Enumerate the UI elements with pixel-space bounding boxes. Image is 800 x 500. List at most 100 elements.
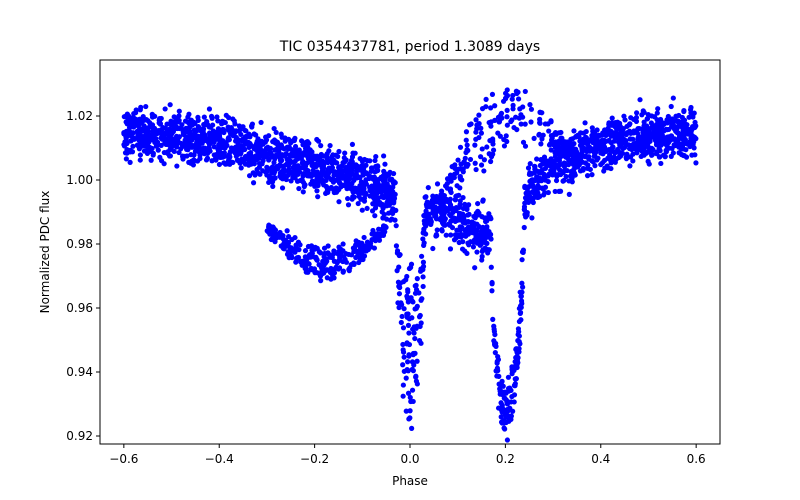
data-point (490, 136, 496, 142)
data-point (561, 168, 567, 174)
data-point (417, 312, 423, 319)
data-point (383, 184, 389, 190)
data-point (663, 147, 669, 153)
data-point (645, 158, 651, 164)
data-point (209, 158, 215, 164)
data-point (443, 205, 449, 211)
data-point (448, 189, 454, 196)
data-point (131, 136, 137, 142)
data-point (630, 158, 636, 164)
data-point (462, 227, 468, 233)
data-point (201, 114, 207, 120)
data-point (454, 227, 460, 233)
data-point (250, 170, 256, 176)
data-point (322, 250, 328, 257)
data-point (504, 122, 510, 128)
data-point (404, 293, 410, 299)
data-point (484, 224, 490, 230)
data-point (152, 113, 158, 119)
data-point (407, 415, 413, 421)
data-point (676, 150, 682, 156)
data-point (280, 163, 286, 169)
data-point (441, 192, 448, 199)
data-point (537, 162, 544, 169)
data-point (269, 179, 276, 185)
data-point (264, 164, 270, 170)
data-point (283, 176, 289, 183)
data-point (380, 227, 387, 233)
data-point (305, 168, 311, 174)
data-point (635, 146, 641, 152)
data-point (564, 154, 570, 160)
data-point (464, 142, 470, 148)
data-point (480, 224, 486, 230)
data-point (255, 136, 261, 142)
data-point (649, 145, 655, 151)
data-point (187, 123, 194, 129)
data-point (320, 263, 326, 269)
y-tick-label: 0.92 (66, 429, 93, 443)
data-point (512, 381, 518, 387)
data-point (538, 141, 544, 147)
data-point (192, 129, 198, 136)
data-point (538, 157, 544, 163)
data-point (463, 232, 469, 238)
data-point (639, 112, 645, 118)
data-point (199, 145, 205, 152)
data-point (479, 253, 485, 260)
data-point (405, 368, 411, 374)
data-point (490, 147, 497, 153)
data-point (562, 161, 569, 167)
data-point (457, 144, 464, 150)
data-point (571, 170, 578, 176)
data-point (137, 152, 143, 158)
data-point (313, 163, 319, 169)
data-point (341, 155, 347, 161)
data-point (481, 157, 487, 163)
data-point (524, 185, 530, 191)
data-point (475, 200, 481, 207)
data-point (489, 288, 495, 294)
data-point (502, 426, 508, 432)
data-point (476, 223, 482, 230)
data-point (614, 126, 620, 132)
data-point (333, 160, 339, 166)
data-point (686, 114, 692, 120)
data-point (272, 227, 279, 233)
data-point (624, 123, 630, 130)
data-point (184, 153, 190, 159)
data-point (232, 121, 238, 127)
x-tick-label: −0.2 (300, 452, 329, 466)
data-point (405, 287, 411, 293)
data-point (308, 243, 315, 249)
data-point (525, 199, 532, 205)
data-point (405, 322, 412, 328)
data-point (609, 115, 615, 121)
data-point (362, 179, 369, 186)
data-point (303, 269, 309, 275)
data-point (472, 215, 478, 221)
data-point (624, 130, 630, 136)
data-point (293, 151, 299, 157)
data-point (270, 183, 276, 189)
data-point (436, 205, 443, 211)
data-point (470, 244, 477, 250)
data-point (371, 232, 378, 238)
data-point (518, 293, 524, 299)
data-point (448, 178, 454, 184)
data-point (452, 196, 458, 203)
data-point (655, 106, 661, 112)
data-point (488, 264, 494, 270)
chart-title: TIC 0354437781, period 1.3089 days (279, 39, 540, 55)
data-point (420, 259, 427, 265)
data-point (271, 125, 277, 132)
data-point (314, 270, 320, 276)
data-point (561, 177, 567, 183)
data-point (146, 135, 152, 141)
data-point (472, 265, 478, 271)
data-point (403, 277, 409, 283)
data-point (133, 107, 139, 113)
data-point (480, 234, 486, 240)
data-point (323, 267, 329, 274)
data-point (393, 243, 400, 249)
